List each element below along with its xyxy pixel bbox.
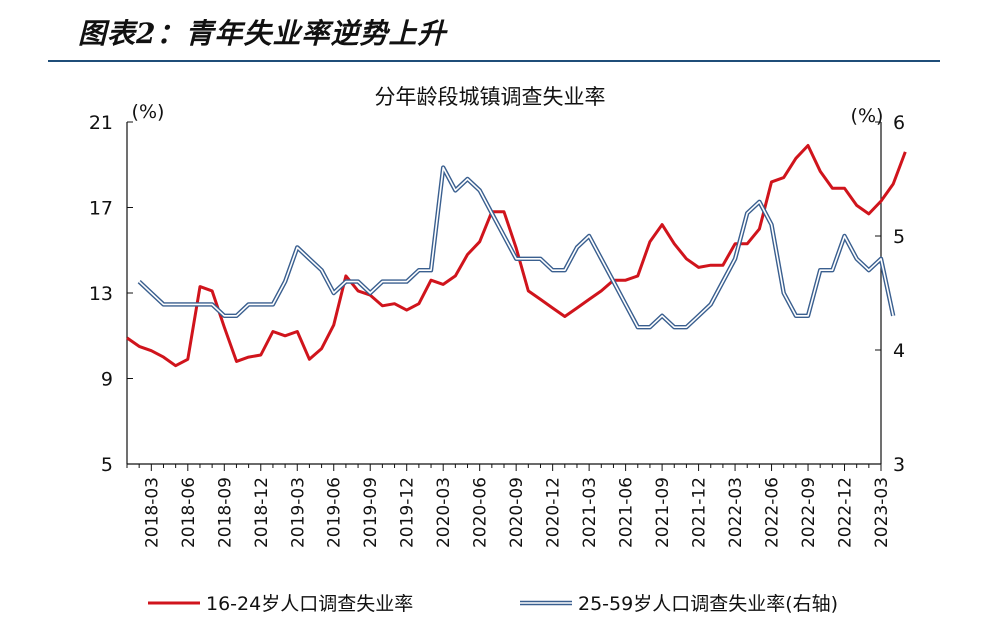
right-tick-label: 5 <box>893 226 905 248</box>
x-tick-label: 2020-03 <box>434 477 454 548</box>
left-tick-label: 5 <box>101 454 113 476</box>
right-tick-label: 3 <box>893 454 905 476</box>
x-tick-label: 2021-09 <box>653 477 673 548</box>
x-tick-label: 2020-12 <box>544 477 564 548</box>
x-tick-label: 2023-03 <box>872 477 892 548</box>
axes: 5 9 13 17 21 3 4 5 6 2018-03 2018-06 2018-09 2018-12… <box>89 112 905 548</box>
left-tick-label: 21 <box>89 112 113 134</box>
x-tick-label: 2019-03 <box>288 477 308 548</box>
right-tick-label: 6 <box>893 112 905 134</box>
left-tick-label: 9 <box>101 369 113 391</box>
title-divider <box>48 60 940 62</box>
right-tick-label: 4 <box>893 340 905 362</box>
right-axis-unit: (%) <box>851 105 884 127</box>
legend: 16-24岁人口调查失业率 25-59岁人口调查失业率(右轴) <box>148 593 838 615</box>
legend-label-1: 16-24岁人口调查失业率 <box>206 593 413 615</box>
x-tick-label: 2020-06 <box>471 477 491 548</box>
series-line-1 <box>126 144 907 368</box>
x-tick-label: 2018-03 <box>142 477 162 548</box>
x-tick-label: 2019-06 <box>325 477 345 548</box>
x-tick-label: 2022-12 <box>836 477 856 548</box>
series-line-2-inner <box>138 166 894 328</box>
x-tick-label: 2022-09 <box>799 477 819 548</box>
left-axis-unit: (%) <box>132 101 165 123</box>
x-tick-label: 2022-03 <box>726 477 746 548</box>
legend-label-2: 25-59岁人口调查失业率(右轴) <box>578 593 838 615</box>
x-tick-label: 2021-06 <box>617 477 637 548</box>
x-tick-label: 2019-12 <box>398 477 418 548</box>
x-tick-label: 2022-06 <box>763 477 783 548</box>
series-layer <box>126 144 907 368</box>
chart-title: 分年龄段城镇调查失业率 <box>375 85 606 109</box>
x-tick-label: 2018-06 <box>179 477 199 548</box>
x-tick-label: 2021-12 <box>690 477 710 548</box>
x-tick-label: 2018-09 <box>215 477 235 548</box>
x-tick-label: 2020-09 <box>507 477 527 548</box>
x-tick-label: 2019-09 <box>361 477 381 548</box>
left-tick-label: 13 <box>89 283 113 305</box>
figure-title: 图表2：青年失业率逆势上升 <box>78 17 447 50</box>
x-tick-label: 2021-03 <box>580 477 600 548</box>
left-tick-label: 17 <box>89 198 113 220</box>
x-tick-label: 2018-12 <box>252 477 272 548</box>
